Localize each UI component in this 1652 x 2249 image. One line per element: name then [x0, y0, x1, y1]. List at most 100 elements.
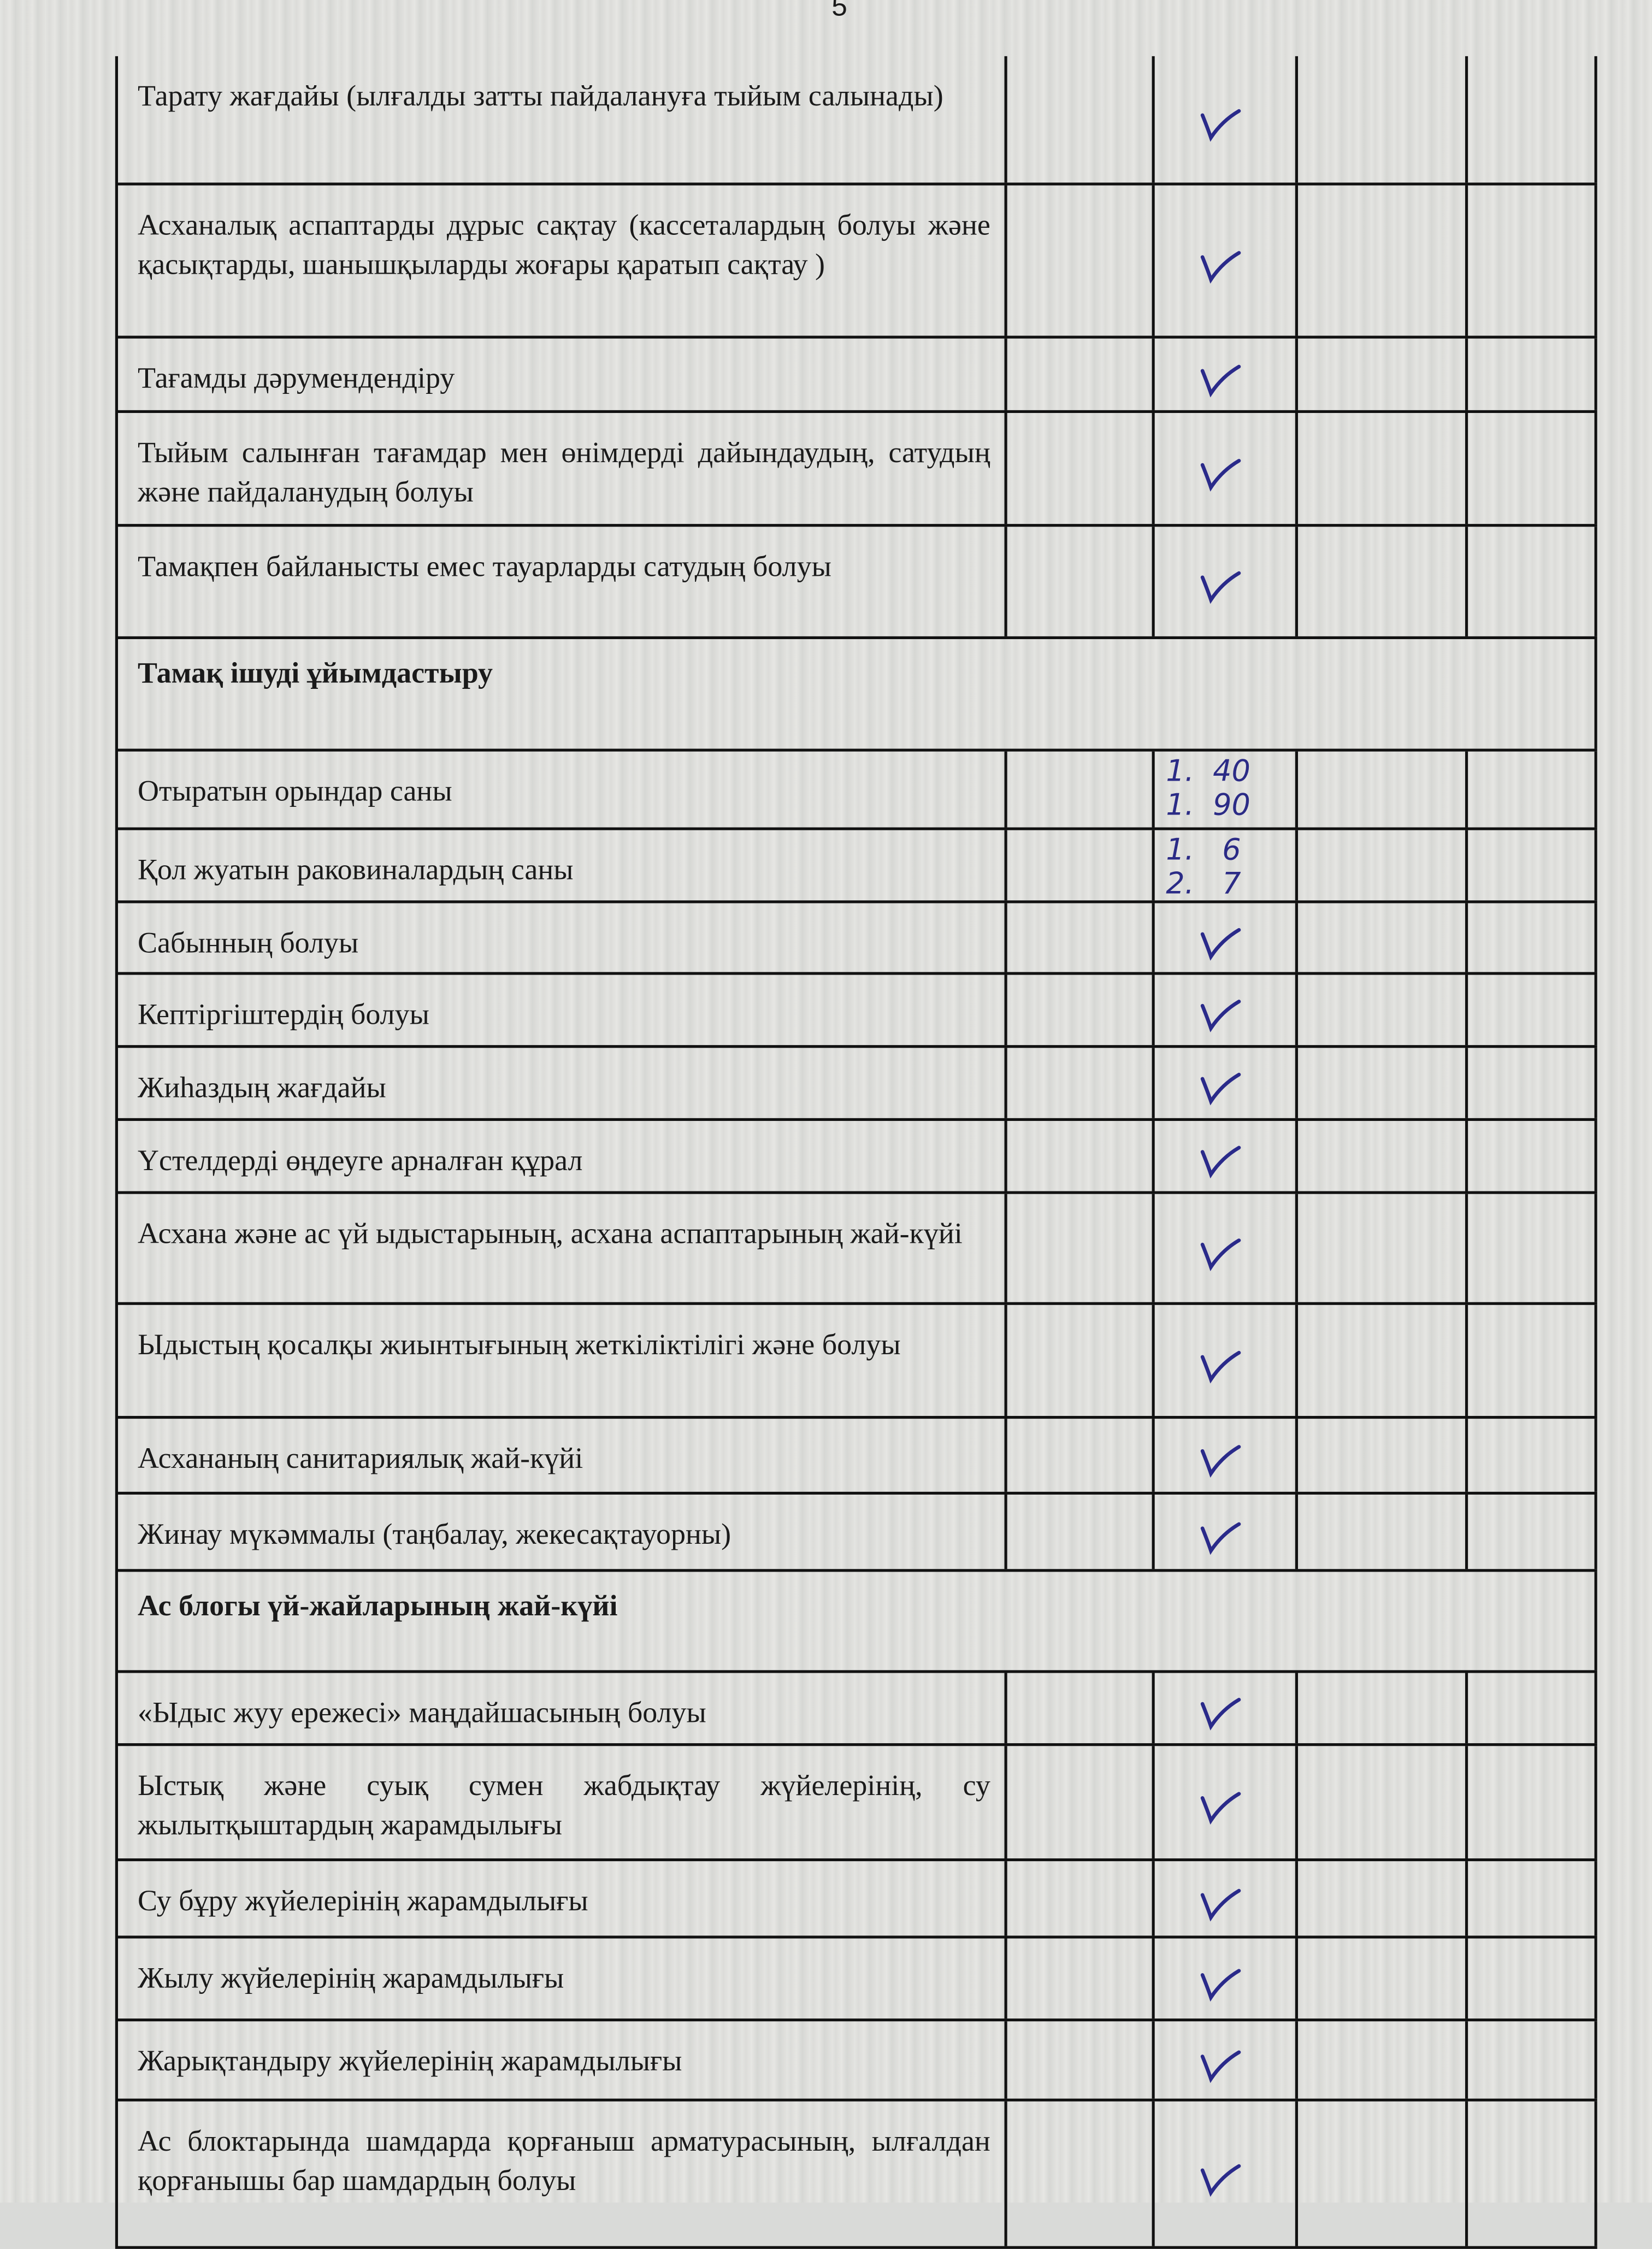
value-cell	[1007, 2101, 1155, 2246]
value-cell	[1468, 56, 1597, 183]
value-cell	[1468, 1746, 1597, 1858]
handwritten-check-icon	[1197, 1070, 1244, 1112]
criterion-text: Үстелдерді өңдеуге арналған құрал	[118, 1120, 1007, 1191]
value-cell	[1007, 412, 1155, 524]
value-cell	[1007, 338, 1155, 410]
handwritten-check-icon	[1197, 1790, 1244, 1832]
value-cell	[1155, 338, 1298, 410]
value-cell	[1007, 1746, 1155, 1858]
value-cell	[1298, 1048, 1468, 1118]
value-cell	[1468, 903, 1597, 972]
page-number: 5	[831, 0, 847, 23]
table-row: Кептіргіштердің болуы	[117, 975, 1597, 1048]
value-cell	[1155, 185, 1298, 336]
table-row: Үстелдерді өңдеуге арналған құрал	[117, 1120, 1597, 1194]
value-cell: 1. 6 2. 7	[1155, 830, 1298, 901]
value-cell	[1007, 2021, 1155, 2099]
value-cell	[1298, 1494, 1468, 1569]
value-cell	[1468, 412, 1597, 524]
table-row: Тарату жағдайы (ылғалды затты пайдалануғ…	[117, 56, 1597, 186]
value-cell	[1155, 1746, 1298, 1858]
value-cell	[1007, 1494, 1155, 1569]
value-cell	[1155, 1673, 1298, 1744]
value-cell	[1298, 527, 1468, 636]
value-cell	[1155, 527, 1298, 636]
value-cell	[1468, 751, 1597, 828]
value-cell: 1. 40 1. 90	[1155, 751, 1298, 828]
criterion-text: Су бұру жүйелерінің жарамдылығы	[118, 1861, 1007, 1936]
handwritten-check-icon	[1197, 248, 1244, 290]
criterion-text: Асханалық аспаптарды дұрыс сақтау (кассе…	[118, 185, 1007, 336]
value-cell	[1155, 56, 1298, 183]
value-cell	[1298, 1673, 1468, 1744]
criterion-text: Тағамды дәрумендендіру	[118, 338, 1007, 410]
value-cell	[1468, 975, 1597, 1046]
value-cell	[1298, 338, 1468, 410]
value-cell	[1155, 2021, 1298, 2099]
handwritten-check-icon	[1197, 362, 1244, 404]
criterion-text: «Ыдыс жуу ережесі» маңдайшасының болуы	[118, 1673, 1007, 1744]
value-cell	[1468, 185, 1597, 336]
table-row: Жарықтандыру жүйелерінің жарамдылығы	[117, 2021, 1597, 2102]
criterion-text: Асхананың санитариялық жай-күйі	[118, 1419, 1007, 1492]
handwritten-check-icon	[1197, 1236, 1244, 1278]
table-row: Жиһаздың жағдайы	[117, 1048, 1597, 1121]
value-cell	[1468, 1861, 1597, 1936]
handwritten-check-icon	[1197, 456, 1244, 498]
value-cell	[1007, 1938, 1155, 2019]
value-cell	[1468, 2021, 1597, 2099]
handwritten-value: 1. 40 1. 90	[1166, 754, 1250, 822]
value-cell	[1007, 1861, 1155, 1936]
handwritten-check-icon	[1197, 2161, 1244, 2203]
value-cell	[1155, 1048, 1298, 1118]
value-cell	[1007, 527, 1155, 636]
table-row: Жылу жүйелерінің жарамдылығы	[117, 1938, 1597, 2022]
value-cell	[1007, 1419, 1155, 1492]
value-cell	[1468, 1494, 1597, 1569]
value-cell	[1468, 1194, 1597, 1302]
value-cell	[1468, 1304, 1597, 1416]
table-row: Тағамды дәрумендендіру	[117, 338, 1597, 413]
value-cell	[1298, 2101, 1468, 2246]
table-row: Су бұру жүйелерінің жарамдылығы	[117, 1861, 1597, 1939]
value-cell	[1155, 1419, 1298, 1492]
handwritten-check-icon	[1197, 1966, 1244, 2008]
criterion-text: Жинау мүкәммалы (таңбалау, жекесақтауорн…	[118, 1494, 1007, 1569]
table-row: Тамақпен байланысты емес тауарларды сату…	[117, 527, 1597, 639]
criterion-text: Отыратын орындар саны	[118, 751, 1007, 828]
criterion-text: Жылу жүйелерінің жарамдылығы	[118, 1938, 1007, 2019]
handwritten-value: 1. 6 2. 7	[1166, 833, 1241, 901]
table-row: «Ыдыс жуу ережесі» маңдайшасының болуы	[117, 1673, 1597, 1746]
value-cell	[1468, 2101, 1597, 2246]
value-cell	[1007, 903, 1155, 972]
criterion-text: Тарату жағдайы (ылғалды затты пайдалануғ…	[118, 56, 1007, 183]
value-cell	[1155, 1938, 1298, 2019]
value-cell	[1155, 1304, 1298, 1416]
value-cell	[1007, 56, 1155, 183]
criterion-text: Асхана және ас үй ыдыстарының, асхана ас…	[118, 1194, 1007, 1302]
section-header-row: Тамақ ішуді ұйымдастыру	[117, 639, 1597, 752]
handwritten-check-icon	[1197, 107, 1244, 149]
handwritten-check-icon	[1197, 1696, 1244, 1738]
value-cell	[1298, 1746, 1468, 1858]
handwritten-check-icon	[1197, 1519, 1244, 1561]
section-title: Тамақ ішуді ұйымдастыру	[118, 639, 1597, 749]
value-cell	[1007, 1194, 1155, 1302]
table-row: Асхана және ас үй ыдыстарының, асхана ас…	[117, 1194, 1597, 1305]
criterion-text: Тыйым салынған тағамдар мен өнімдерді да…	[118, 412, 1007, 524]
value-cell	[1468, 1673, 1597, 1744]
table-row: Қол жуатын раковиналардың саны 1. 6 2. 7	[117, 830, 1597, 904]
value-cell	[1468, 1938, 1597, 2019]
value-cell	[1298, 412, 1468, 524]
value-cell	[1298, 1861, 1468, 1936]
value-cell	[1298, 1194, 1468, 1302]
table-row: Жинау мүкәммалы (таңбалау, жекесақтауорн…	[117, 1494, 1597, 1572]
criterion-text: Ас блоктарында шамдарда қорғаныш арматур…	[118, 2101, 1007, 2246]
value-cell	[1468, 1048, 1597, 1118]
value-cell	[1007, 1120, 1155, 1191]
criterion-text: Ыстық және суық сумен жабдықтау жүйелері…	[118, 1746, 1007, 1858]
value-cell	[1298, 1419, 1468, 1492]
value-cell	[1298, 1938, 1468, 2019]
value-cell	[1298, 56, 1468, 183]
value-cell	[1298, 903, 1468, 972]
